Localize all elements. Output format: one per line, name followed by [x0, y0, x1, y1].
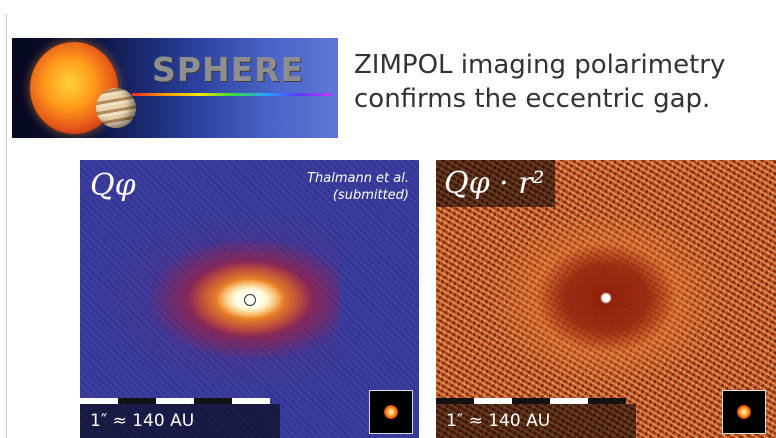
scale-label: 1″ ≈ 140 AU: [436, 404, 636, 438]
banner-title: SPHERE: [152, 50, 305, 89]
image-panel-q-phi: Qφ Thalmann et al. (submitted) 1″ ≈ 140 …: [80, 160, 419, 438]
spectrum-stripe: [132, 93, 332, 96]
headline-line-2: confirms the eccentric gap.: [354, 84, 711, 114]
scale-label: 1″ ≈ 140 AU: [80, 404, 280, 438]
scale-bar: [436, 398, 626, 404]
sphere-banner: SPHERE: [12, 38, 338, 138]
psf-icon: [737, 405, 751, 419]
psf-inset: [722, 390, 766, 434]
psf-inset: [369, 390, 413, 434]
psf-icon: [384, 405, 398, 419]
left-divider: [6, 14, 7, 438]
scale-bar: [80, 398, 270, 404]
panel-label: Qφ: [90, 168, 136, 203]
image-panel-q-phi-r2: Qφ · r² 1″ ≈ 140 AU: [436, 160, 776, 438]
headline-line-1: ZIMPOL imaging polarimetry: [354, 50, 726, 80]
credit-text: Thalmann et al. (submitted): [307, 170, 409, 204]
credit-line-1: Thalmann et al.: [307, 171, 409, 186]
panel-label: Qφ · r²: [436, 160, 555, 207]
credit-line-2: (submitted): [332, 188, 409, 203]
coronagraph-mask-icon: [244, 294, 256, 306]
slide-headline: ZIMPOL imaging polarimetry confirms the …: [354, 48, 770, 116]
jupiter-icon: [96, 88, 136, 128]
